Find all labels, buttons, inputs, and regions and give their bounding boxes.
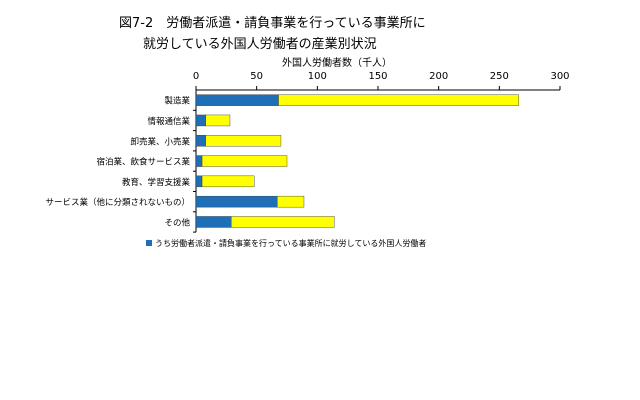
x-tick-label: 200 [429, 71, 448, 82]
chart-title-line1: 図7-2 労働者派遣・請負事業を行っている事業所に [119, 15, 426, 31]
bar-segment-other [278, 94, 519, 106]
legend-label: うち労働者派遣・請負事業を行っている事業所に就労している外国人労働者 [155, 238, 426, 248]
bar-segment-dispatch [195, 216, 232, 228]
x-tick-label: 250 [490, 71, 509, 82]
plot-area [193, 86, 561, 233]
bar-segment-other [205, 114, 231, 127]
category-labels: 製造業情報通信業卸売業、小売業宿泊業、飲食サービス業教育、学習支援業サービス業（… [45, 96, 190, 229]
category-label: 教育、学習支援業 [122, 177, 191, 188]
bar-segment-other [277, 195, 305, 208]
bar-segment-dispatch [195, 135, 206, 147]
x-tick-label: 300 [550, 71, 569, 82]
category-label: 製造業 [164, 96, 190, 107]
category-label: 宿泊業、飲食サービス業 [96, 157, 190, 168]
bar-segment-other [201, 175, 255, 188]
category-label: 情報通信業 [147, 116, 190, 127]
category-label: その他 [164, 217, 190, 228]
bar-segment-dispatch [195, 155, 203, 167]
legend: うち労働者派遣・請負事業を行っている事業所に就労している外国人労働者 [146, 238, 426, 248]
chart-title-line2: 就労している外国人労働者の産業別状況 [143, 36, 377, 52]
category-label: 卸売業、小売業 [130, 136, 190, 147]
x-axis-label: 外国人労働者数（千人） [282, 56, 392, 69]
bar-segment-dispatch [195, 175, 203, 188]
x-tick-label: 150 [368, 71, 387, 82]
x-tick-label: 50 [250, 71, 263, 82]
bar-segment-other [205, 135, 282, 147]
legend-swatch [146, 240, 152, 246]
x-tick-label: 100 [308, 71, 327, 82]
bar-segment-dispatch [195, 114, 206, 127]
bar-segment-dispatch [195, 195, 278, 208]
bar-segment-other [230, 216, 335, 228]
x-tick-group: 0 50 100 150 200 250 300 [193, 71, 570, 82]
x-tick-label: 0 [193, 71, 199, 82]
category-label: サービス業（他に分類されないもの） [45, 197, 190, 208]
bar-segment-dispatch [195, 94, 279, 106]
bar-segment-other [201, 155, 288, 167]
